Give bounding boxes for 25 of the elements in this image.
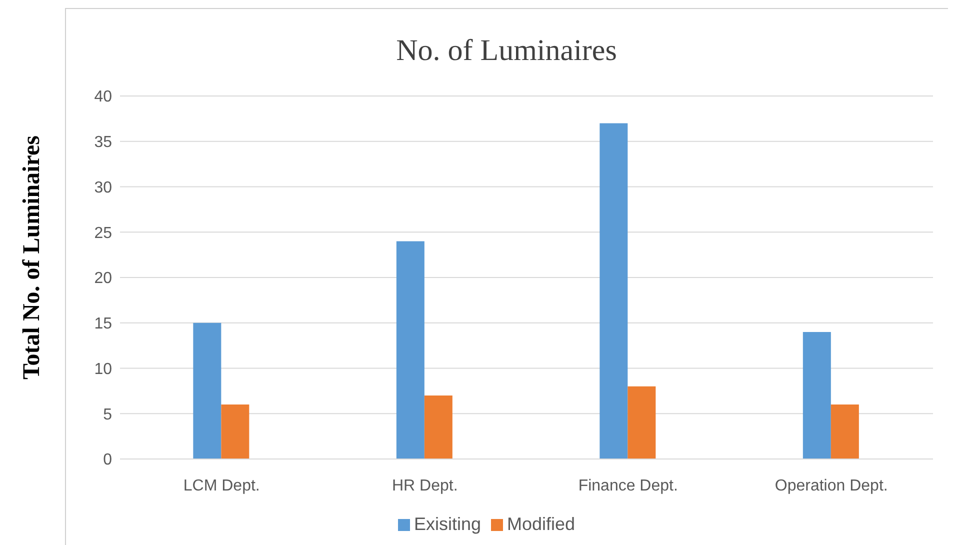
y-tick-label: 40 (94, 88, 112, 106)
y-tick-label: 25 (94, 224, 112, 242)
y-tick-label: 0 (103, 452, 112, 469)
legend-label: Exisiting (414, 514, 481, 534)
x-tick-label: Finance Dept. (578, 477, 678, 494)
y-tick-label: 35 (94, 134, 112, 152)
bar (628, 386, 656, 459)
y-tick-label: 15 (94, 316, 112, 333)
x-tick-label: Operation Dept. (774, 477, 888, 494)
y-tick-label: 30 (94, 179, 112, 196)
bar (802, 332, 831, 459)
y-tick-label: 5 (103, 406, 112, 424)
bar (424, 395, 452, 459)
bar (193, 322, 222, 459)
x-tick-label: HR Dept. (392, 477, 458, 494)
y-tick-label: 10 (94, 360, 112, 378)
legend-label: Modified (506, 514, 576, 534)
bar (830, 404, 859, 459)
bar (221, 404, 250, 459)
y-axis-title: Total No. of Luminaires (19, 135, 45, 380)
chart-title: No. of Luminaires (395, 34, 618, 68)
x-tick-label: LCM Dept. (183, 477, 260, 494)
y-tick-label: 20 (94, 270, 112, 288)
bar (600, 123, 628, 459)
bar (396, 241, 424, 459)
